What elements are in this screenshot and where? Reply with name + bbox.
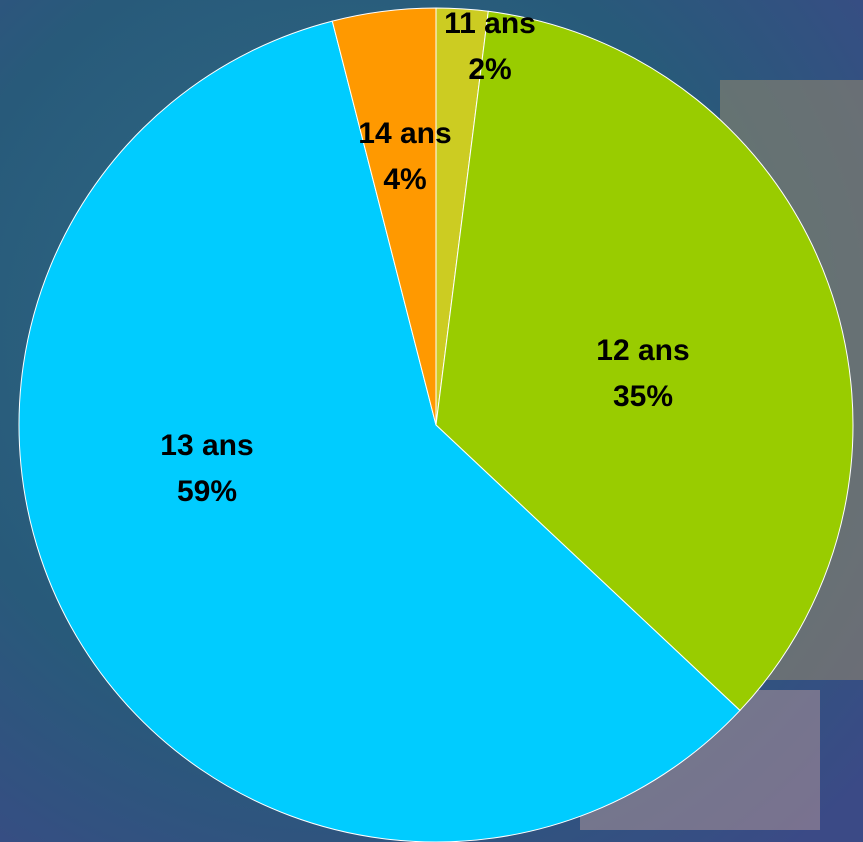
slice-value-label: 35% — [613, 380, 673, 413]
slice-label: 12 ans — [596, 334, 689, 367]
pie-slice — [435, 10, 854, 712]
slice-value-label: 2% — [468, 53, 511, 86]
pie — [18, 7, 854, 842]
pie-slice — [18, 20, 741, 842]
slice-value-label: 4% — [383, 163, 426, 196]
slice-value-label: 59% — [177, 475, 237, 508]
slice-label: 11 ans — [444, 7, 536, 40]
pie-slice — [331, 7, 437, 426]
labels: 11 ans 2% 12 ans 35% 13 ans 59% 14 ans 4% — [160, 7, 689, 508]
slice-label: 13 ans — [160, 429, 253, 462]
slice-label: 14 ans — [358, 117, 451, 150]
